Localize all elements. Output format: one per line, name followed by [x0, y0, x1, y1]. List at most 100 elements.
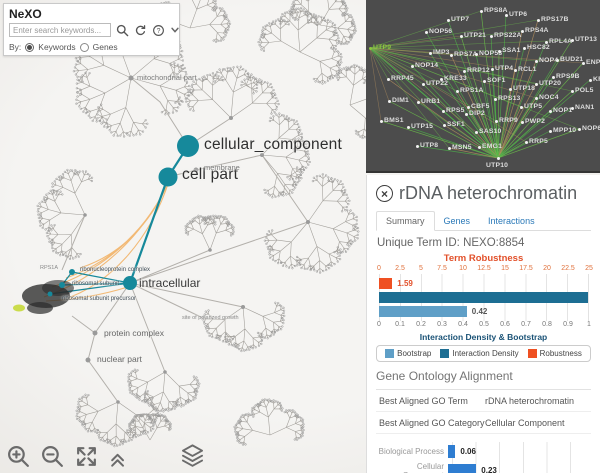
gene-node-dot[interactable] — [494, 119, 498, 123]
gene-node-dot[interactable] — [415, 144, 419, 148]
gene-node-dot[interactable] — [534, 59, 538, 63]
search-icon[interactable] — [116, 24, 129, 37]
gene-node-dot[interactable] — [536, 18, 540, 22]
gene-node-dot[interactable] — [513, 68, 517, 72]
zoom-in-button[interactable] — [6, 444, 31, 469]
gene-node-label[interactable]: RPS4A — [525, 27, 549, 34]
gene-node-label[interactable]: HSC82 — [527, 44, 550, 51]
gene-node-dot[interactable] — [504, 13, 508, 17]
gene-node-label[interactable]: SOF1 — [487, 77, 506, 84]
gene-node-dot[interactable] — [493, 97, 497, 101]
gene-node-label[interactable]: UTP20 — [539, 80, 562, 87]
gene-node-dot[interactable] — [477, 145, 481, 149]
gene-node-label[interactable]: UTP5 — [524, 103, 543, 110]
gene-node-dot[interactable] — [424, 30, 428, 34]
gene-node-dot[interactable] — [534, 96, 538, 100]
collapse-button[interactable] — [108, 449, 128, 469]
radio-genes[interactable] — [79, 42, 89, 52]
gene-node-dot[interactable] — [459, 34, 463, 38]
gene-node-dot[interactable] — [520, 29, 524, 33]
radio-keywords[interactable] — [25, 42, 35, 52]
gene-node-label[interactable]: POL5 — [575, 87, 594, 94]
gene-node-dot[interactable] — [466, 105, 470, 109]
gene-node-dot[interactable] — [386, 77, 390, 81]
gene-node-label[interactable]: SAS10 — [479, 128, 502, 135]
gene-node-label[interactable]: MPP10 — [553, 127, 577, 134]
gene-node-label[interactable]: EMG1 — [482, 143, 503, 150]
tab-interactions[interactable]: Interactions — [488, 216, 535, 226]
gene-node-dot[interactable] — [482, 79, 486, 83]
gene-node-dot[interactable] — [489, 34, 493, 38]
gene-node-dot[interactable] — [379, 119, 383, 123]
gene-node-label[interactable]: RPS22A — [494, 32, 522, 39]
gene-node-label[interactable]: UTP7 — [451, 16, 470, 23]
gene-node-label[interactable]: UTP21 — [464, 32, 487, 39]
gene-node-label[interactable]: NOP4 — [539, 57, 559, 64]
zoom-out-button[interactable] — [40, 444, 65, 469]
ontology-term-nodes[interactable] — [47, 75, 311, 404]
gene-node-dot[interactable] — [555, 58, 559, 62]
search-input[interactable] — [9, 23, 111, 37]
gene-node-dot[interactable] — [410, 64, 414, 68]
gene-node-label[interactable]: RRP5 — [529, 138, 548, 145]
gene-node-dot[interactable] — [490, 67, 494, 71]
gene-node-label[interactable]: UTP18 — [513, 85, 536, 92]
gene-node-dot[interactable] — [439, 77, 443, 81]
gene-node-label[interactable]: IMP3 — [433, 49, 450, 56]
gene-node-label[interactable]: UTP10 — [486, 162, 509, 169]
gene-node-label[interactable]: RPL4A — [549, 38, 573, 45]
gene-node-dot[interactable] — [406, 125, 410, 129]
gene-node-label[interactable]: BUD21 — [560, 56, 584, 63]
gene-node-dot[interactable] — [570, 106, 574, 110]
gene-node-dot[interactable] — [548, 129, 552, 133]
gene-node-dot[interactable] — [441, 109, 445, 113]
gene-node-dot[interactable] — [455, 89, 459, 93]
gene-node-dot[interactable] — [519, 105, 523, 109]
gene-node-dot[interactable] — [479, 9, 483, 13]
gene-node-label[interactable]: UTP8 — [420, 142, 439, 149]
gene-node-dot[interactable] — [496, 156, 500, 160]
gene-node-dot[interactable] — [474, 52, 478, 56]
gene-node-dot[interactable] — [428, 51, 432, 55]
gene-node-label[interactable]: RPS7A — [454, 51, 478, 58]
close-icon[interactable]: × — [376, 185, 393, 202]
layers-icon[interactable] — [179, 442, 206, 469]
gene-node-dot[interactable] — [524, 140, 528, 144]
gene-node-label[interactable]: RPS9B — [556, 73, 580, 80]
help-icon[interactable]: ? — [152, 24, 165, 37]
gene-node-dot[interactable] — [581, 61, 585, 65]
gene-interaction-panel[interactable]: UTP9 UTP7 RPS8A UTP6 RPS17B NOP56 UTP21 RPS22A R… — [366, 0, 600, 173]
gene-node-dot[interactable] — [551, 75, 555, 79]
gene-node-label[interactable]: UTP9 — [373, 44, 392, 51]
gene-node-label[interactable]: RPS5 — [446, 107, 465, 114]
tab-genes[interactable]: Genes — [443, 216, 471, 226]
gene-node-dot[interactable] — [416, 100, 420, 104]
gene-node-dot[interactable] — [588, 78, 592, 82]
gene-node-label[interactable]: RPS8A — [484, 7, 508, 14]
gene-node-dot[interactable] — [520, 120, 524, 124]
gene-node-dot[interactable] — [446, 18, 450, 22]
gene-node-label[interactable]: DIM1 — [392, 97, 410, 104]
gene-node-dot[interactable] — [368, 46, 372, 50]
gene-node-label[interactable]: UTP4 — [495, 65, 514, 72]
gene-node-label[interactable]: NOP1 — [553, 107, 573, 114]
gene-node-label[interactable]: SSA1 — [502, 47, 521, 54]
gene-node-dot[interactable] — [534, 82, 538, 86]
gene-node-label[interactable]: DIP2 — [469, 110, 485, 117]
gene-node-dot[interactable] — [462, 69, 466, 73]
gene-node-dot[interactable] — [387, 99, 391, 103]
gene-node-label[interactable]: NOP14 — [415, 62, 439, 69]
gene-node-label[interactable]: KRE33 — [444, 75, 467, 82]
gene-node-label[interactable]: RPS17B — [541, 16, 569, 23]
gene-node-label[interactable]: ENP1 — [586, 59, 600, 66]
gene-node-label[interactable]: UTP13 — [575, 36, 598, 43]
gene-node-label[interactable]: RRP45 — [391, 75, 414, 82]
gene-node-label[interactable]: MSN5 — [452, 144, 472, 151]
gene-node-dot[interactable] — [421, 82, 425, 86]
refresh-icon[interactable] — [134, 24, 147, 37]
gene-node-dot[interactable] — [570, 89, 574, 93]
gene-node-dot[interactable] — [570, 38, 574, 42]
gene-node-label[interactable]: UTP15 — [411, 123, 434, 130]
gene-node-label[interactable]: SSF1 — [447, 121, 465, 128]
gene-node-label[interactable]: KRR1 — [593, 76, 600, 83]
